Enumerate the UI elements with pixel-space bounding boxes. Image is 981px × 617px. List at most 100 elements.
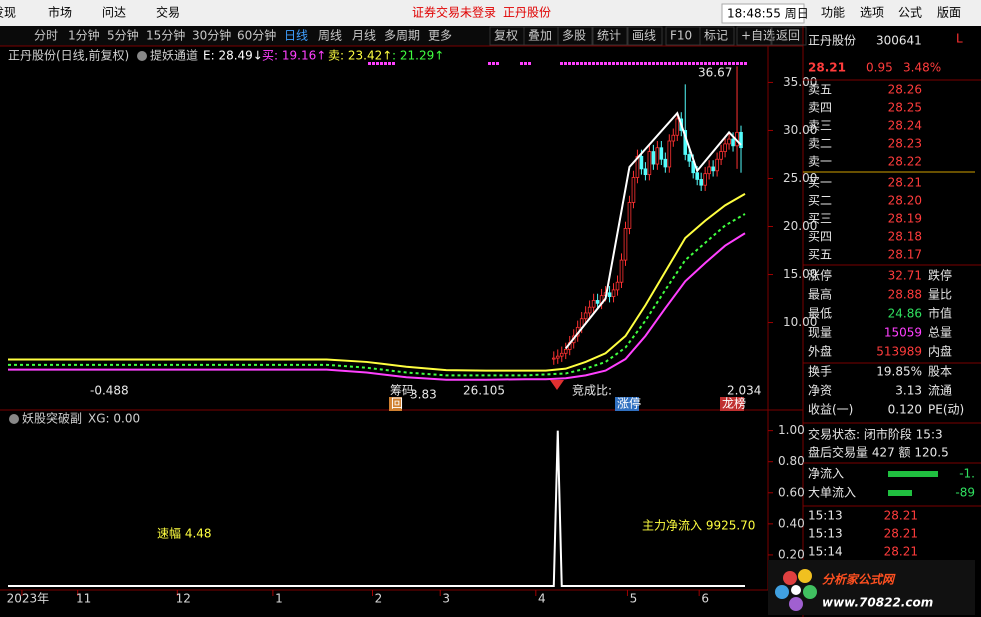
event-badge-label: 龙榜 xyxy=(722,396,746,411)
candle-body xyxy=(671,134,676,142)
signal-dot xyxy=(372,62,375,65)
tool-button[interactable]: 画线 xyxy=(632,29,656,43)
logo-petal xyxy=(789,597,803,611)
book-price: 28.22 xyxy=(888,155,922,169)
period-button[interactable]: 月线 xyxy=(352,29,376,43)
legend-entry: E: 28.49↓ xyxy=(203,49,263,63)
menu-item[interactable]: 发现 xyxy=(0,5,16,20)
candle-body xyxy=(719,151,723,160)
x-tick-label: 4 xyxy=(538,592,546,606)
book-label: 买一 xyxy=(808,176,832,190)
flow-value: -89 xyxy=(955,486,975,500)
signal-dot xyxy=(740,62,743,65)
clock-box xyxy=(721,3,805,24)
signal-dot xyxy=(392,62,395,65)
candle-body xyxy=(667,140,672,168)
signal-dot xyxy=(720,62,723,65)
period-button[interactable]: 60分钟 xyxy=(237,28,276,43)
tool-button[interactable]: 多股 xyxy=(562,29,586,43)
flow-value: -1. xyxy=(959,467,975,481)
candle-body xyxy=(635,155,640,178)
period-button[interactable]: 30分钟 xyxy=(192,28,231,43)
signal-dot xyxy=(376,62,379,65)
stat-label: 收益(一) xyxy=(808,403,853,417)
tool-button[interactable]: 标记 xyxy=(704,29,728,43)
event-badge xyxy=(389,397,402,411)
book-label: 卖五 xyxy=(808,83,832,97)
tick-price: 28.21 xyxy=(884,509,918,523)
x-tick-label: 3 xyxy=(442,592,450,606)
tool-button-bg xyxy=(736,26,772,46)
period-button[interactable]: 1分钟 xyxy=(68,28,100,43)
menu-item[interactable]: 功能 xyxy=(821,6,845,20)
period-button[interactable]: 多周期 xyxy=(384,29,420,43)
toolbar xyxy=(0,26,803,46)
period-button[interactable]: 分时 xyxy=(34,29,58,43)
stat-label: 最低 xyxy=(808,307,832,321)
tool-button[interactable]: +自选 xyxy=(741,29,775,43)
period-button[interactable]: 日线 xyxy=(284,29,308,43)
tick-time: 15:14 xyxy=(808,545,843,559)
y-tick-label: 0.80 xyxy=(778,454,805,468)
candle-body xyxy=(731,138,735,147)
candle-body xyxy=(663,158,668,168)
login-status: 证券交易未登录 xyxy=(412,5,496,20)
menu-item[interactable]: 问达 xyxy=(102,6,126,20)
stat-value: 0.120 xyxy=(888,403,922,417)
menu-item[interactable]: 市场 xyxy=(48,5,72,20)
tool-button[interactable]: 复权 xyxy=(494,29,518,43)
signal-dot xyxy=(616,62,619,65)
price-change: 0.95 xyxy=(866,61,893,75)
tool-button[interactable]: 叠加 xyxy=(528,29,552,43)
y-tick-label: 20.00 xyxy=(783,219,817,233)
tool-button-bg xyxy=(771,26,807,46)
period-button[interactable]: 15分钟 xyxy=(146,28,185,43)
y-tick-label: 1.00 xyxy=(778,423,805,437)
tool-button[interactable]: 返回 xyxy=(776,29,800,43)
period-button[interactable]: 周线 xyxy=(318,29,342,43)
period-button[interactable]: 5分钟 xyxy=(107,28,139,43)
logo-center xyxy=(791,585,801,595)
stat-label: 流通 xyxy=(928,384,952,398)
book-label: 卖四 xyxy=(808,101,832,115)
x-tick-label: 2 xyxy=(375,592,383,606)
candle-body xyxy=(623,228,628,261)
indicator-line xyxy=(8,430,745,587)
menu-item[interactable]: 公式 xyxy=(898,6,922,20)
tool-button-bg xyxy=(592,26,628,46)
candle-body xyxy=(639,155,644,170)
tool-button[interactable]: F10 xyxy=(670,29,692,43)
stat-label: PE(动) xyxy=(928,403,964,417)
watermark-url: www.70822.com xyxy=(822,596,933,610)
stat-label: 净资 xyxy=(808,384,832,398)
book-price: 28.25 xyxy=(888,101,922,115)
menu-item[interactable]: 交易 xyxy=(156,5,180,20)
y-tick-label: 30.00 xyxy=(783,123,817,137)
signal-dot xyxy=(716,62,719,65)
chart-annotation: 36.67 xyxy=(698,66,732,80)
stat-label: 跌停 xyxy=(928,268,952,283)
book-label: 买五 xyxy=(808,248,832,262)
menu-item[interactable]: 选项 xyxy=(860,6,884,20)
period-button[interactable]: 更多 xyxy=(428,29,452,43)
signal-dot xyxy=(576,62,579,65)
candle-body xyxy=(587,306,592,314)
candle-body xyxy=(619,259,624,283)
candle-body xyxy=(727,138,731,145)
candle-body xyxy=(631,177,636,203)
signal-dot xyxy=(688,62,691,65)
signal-dot xyxy=(712,62,715,65)
menu-item[interactable]: 版面 xyxy=(937,6,961,20)
candle-body xyxy=(595,300,600,304)
book-label: 卖三 xyxy=(808,119,832,133)
book-price: 28.18 xyxy=(888,230,922,244)
tool-button-bg xyxy=(627,26,663,46)
tool-button[interactable]: 统计 xyxy=(597,29,621,43)
book-price: 28.17 xyxy=(888,248,922,262)
stat-value: 3.13 xyxy=(895,384,922,398)
y-tick-label: 10.00 xyxy=(783,315,817,329)
flow-label: 大单流入 xyxy=(808,486,856,500)
y-tick-label: 0.60 xyxy=(778,485,805,499)
candle-body xyxy=(611,289,616,298)
chart-annotation: 竞成比: xyxy=(572,384,612,398)
